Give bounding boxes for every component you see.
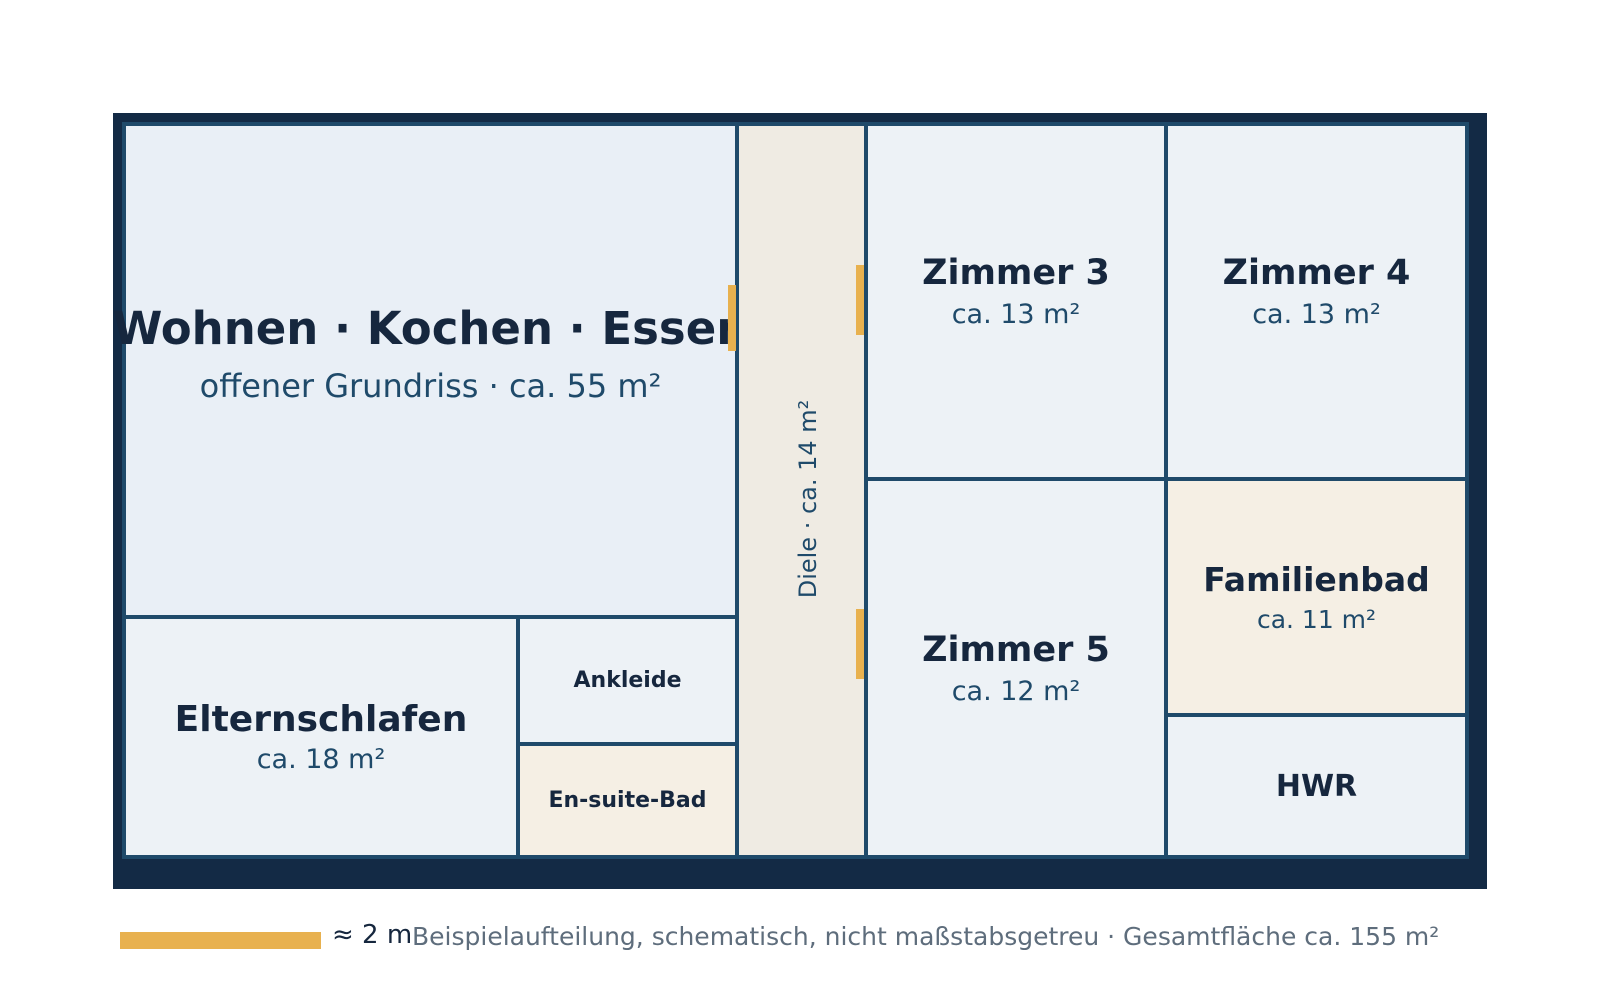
room-4: Zimmer 4 ca. 13 m² (1164, 122, 1469, 481)
room-5-name: Zimmer 5 (922, 629, 1110, 670)
room-family-bath: Familienbad ca. 11 m² (1164, 477, 1469, 717)
room-utility: HWR (1164, 713, 1469, 859)
room-living: Wohnen · Kochen · Essen offener Grundris… (113, 122, 748, 619)
room-4-area: ca. 13 m² (1252, 299, 1381, 330)
room-3-area: ca. 13 m² (951, 299, 1081, 330)
room-family-bath-area: ca. 11 m² (1256, 605, 1377, 634)
room-4-name: Zimmer 4 (1222, 253, 1411, 293)
room-hall (735, 122, 868, 859)
plan-caption: Beispielaufteilung, schematisch, nicht m… (412, 922, 1440, 951)
room-hall-label: Diele · ca. 14 m² (794, 399, 822, 599)
floor-plan: Wohnen · Kochen · Essen offener Grundris… (113, 113, 1487, 889)
door-hall-room3 (856, 265, 864, 335)
room-living-area: offener Grundriss · ca. 55 m² (199, 367, 662, 405)
room-parents: Elternschlafen ca. 18 m² (122, 615, 520, 859)
room-3: Zimmer 3 ca. 13 m² (864, 122, 1168, 481)
room-ensuite: En-suite-Bad (516, 742, 739, 859)
room-dressing-name: Ankleide (573, 668, 682, 693)
door-hall-room5 (856, 609, 864, 679)
room-utility-name: HWR (1275, 768, 1358, 804)
scale-bar (120, 932, 321, 949)
room-dressing: Ankleide (516, 615, 739, 746)
scale-label: ≈ 2 m (332, 920, 413, 950)
room-family-bath-name: Familienbad (1203, 560, 1430, 599)
room-5-area: ca. 12 m² (951, 675, 1081, 707)
room-parents-area: ca. 18 m² (256, 744, 386, 775)
room-ensuite-name: En-suite-Bad (548, 788, 707, 813)
door-living-hall (728, 285, 736, 351)
room-living-name: Wohnen · Kochen · Essen (112, 302, 749, 355)
room-3-name: Zimmer 3 (922, 253, 1110, 293)
room-parents-name: Elternschlafen (174, 699, 468, 740)
room-5: Zimmer 5 ca. 12 m² (864, 477, 1168, 859)
